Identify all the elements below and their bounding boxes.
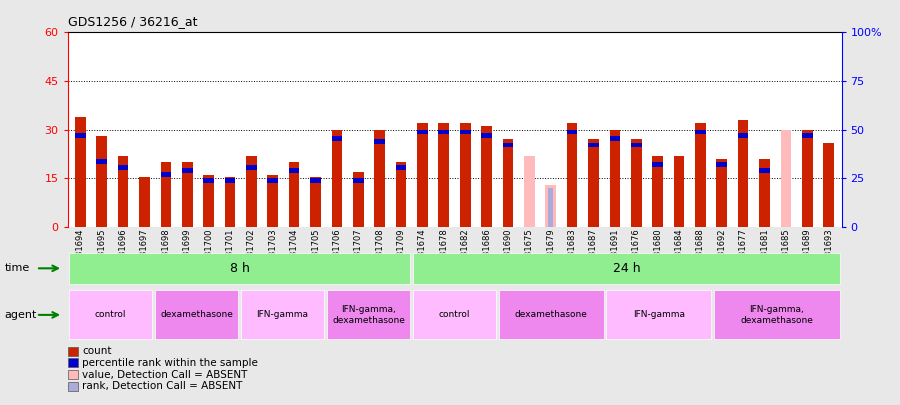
Bar	[246, 165, 256, 170]
Bar	[438, 130, 449, 134]
Bar	[310, 177, 321, 227]
Bar	[225, 177, 235, 227]
Bar	[502, 139, 513, 227]
Bar	[588, 143, 598, 147]
Text: count: count	[82, 346, 112, 356]
Text: value, Detection Call = ABSENT: value, Detection Call = ABSENT	[82, 369, 248, 379]
Text: GDS1256 / 36216_at: GDS1256 / 36216_at	[68, 15, 197, 28]
Bar	[118, 156, 129, 227]
Bar	[460, 130, 471, 134]
Bar	[289, 168, 300, 173]
Bar	[118, 165, 129, 170]
Bar	[760, 168, 770, 173]
Bar	[674, 156, 684, 227]
Bar	[374, 130, 385, 227]
Text: control: control	[439, 310, 470, 320]
Bar	[417, 130, 428, 134]
Bar	[155, 290, 238, 339]
Bar	[606, 290, 711, 339]
Bar	[203, 178, 214, 183]
Bar	[499, 290, 604, 339]
Bar	[460, 123, 471, 227]
Bar	[780, 130, 791, 227]
Bar	[738, 133, 749, 138]
Bar	[502, 143, 513, 147]
Text: IFN-gamma,
dexamethasone: IFN-gamma, dexamethasone	[741, 305, 814, 324]
Bar	[310, 178, 321, 183]
Text: 24 h: 24 h	[613, 262, 640, 275]
Bar	[716, 159, 727, 227]
Bar	[353, 172, 364, 227]
Bar	[96, 159, 107, 164]
Bar	[396, 165, 407, 170]
Bar	[160, 162, 171, 227]
Bar	[68, 253, 410, 284]
Bar	[438, 123, 449, 227]
Bar	[412, 253, 841, 284]
Bar	[396, 162, 407, 227]
Bar	[567, 123, 578, 227]
Bar	[353, 178, 364, 183]
Text: control: control	[94, 310, 126, 320]
Bar	[631, 139, 642, 227]
Bar	[714, 290, 841, 339]
Bar	[160, 172, 171, 177]
Bar	[267, 175, 278, 227]
Bar	[716, 162, 727, 167]
Bar	[548, 188, 554, 227]
Bar	[182, 162, 193, 227]
Bar	[695, 123, 706, 227]
Text: IFN-gamma: IFN-gamma	[256, 310, 309, 320]
Bar	[240, 290, 324, 339]
Bar	[695, 130, 706, 134]
Text: agent: agent	[4, 310, 37, 320]
Bar	[225, 178, 235, 183]
Bar	[588, 139, 598, 227]
Bar	[412, 290, 497, 339]
Text: 8 h: 8 h	[230, 262, 249, 275]
Bar	[631, 143, 642, 147]
Bar	[289, 162, 300, 227]
Bar	[567, 130, 578, 134]
Bar	[482, 126, 492, 227]
Bar	[267, 178, 278, 183]
Bar	[545, 185, 556, 227]
Bar	[75, 133, 86, 138]
Bar	[482, 133, 492, 138]
Bar	[203, 175, 214, 227]
Bar	[374, 139, 385, 144]
Bar	[760, 159, 770, 227]
Bar	[68, 290, 152, 339]
Bar	[802, 133, 813, 138]
Bar	[246, 156, 256, 227]
Bar	[609, 130, 620, 227]
Bar	[652, 162, 663, 167]
Bar	[738, 120, 749, 227]
Bar	[96, 136, 107, 227]
Bar	[75, 117, 86, 227]
Bar	[609, 136, 620, 141]
Bar	[140, 177, 149, 227]
Bar	[524, 156, 535, 227]
Bar	[331, 130, 342, 227]
Bar	[802, 130, 813, 227]
Text: time: time	[4, 263, 30, 273]
Bar	[417, 123, 428, 227]
Text: dexamethasone: dexamethasone	[160, 310, 233, 320]
Text: rank, Detection Call = ABSENT: rank, Detection Call = ABSENT	[82, 381, 242, 391]
Text: dexamethasone: dexamethasone	[515, 310, 588, 320]
Text: percentile rank within the sample: percentile rank within the sample	[82, 358, 257, 368]
Bar	[182, 168, 193, 173]
Bar	[331, 136, 342, 141]
Bar	[327, 290, 410, 339]
Text: IFN-gamma: IFN-gamma	[633, 310, 685, 320]
Bar	[652, 156, 663, 227]
Text: IFN-gamma,
dexamethasone: IFN-gamma, dexamethasone	[332, 305, 405, 324]
Bar	[824, 143, 834, 227]
